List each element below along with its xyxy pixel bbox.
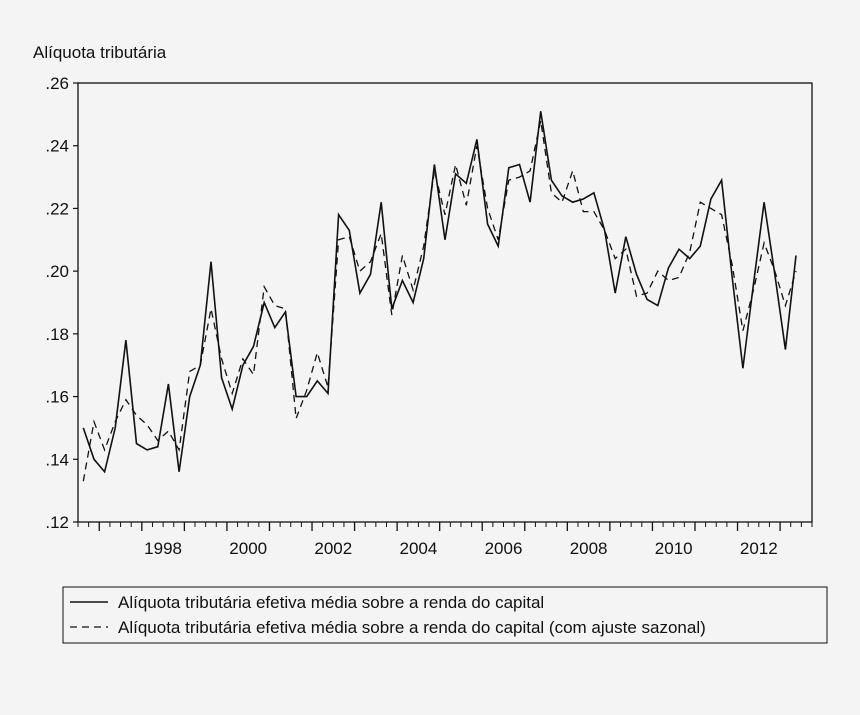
y-tick-label: .24: [45, 137, 69, 156]
x-tick-label: 2012: [740, 539, 778, 558]
x-tick-label: 2002: [314, 539, 352, 558]
plot-frame: [77, 82, 813, 523]
series-line-raw: [82, 111, 797, 474]
x-tick-label: 2006: [485, 539, 523, 558]
y-axis-label: Alíquota tributária: [33, 43, 167, 62]
y-tick-label: .12: [45, 513, 69, 532]
legend-entry-dashed: Alíquota tributária efetiva média sobre …: [118, 618, 706, 637]
y-axis: .12 .14 .16 .18 .20 .22 .24 .26: [45, 74, 78, 532]
y-tick-label: .14: [45, 450, 69, 469]
y-tick-label: .18: [45, 325, 69, 344]
legend: Alíquota tributária efetiva média sobre …: [62, 586, 828, 644]
x-tick-label: 2000: [229, 539, 267, 558]
x-tick-label: 2004: [399, 539, 437, 558]
x-axis: 1998 2000 2002 2004 2006 2008 2010 2012: [77, 522, 813, 558]
y-tick-label: .20: [45, 262, 69, 281]
y-tick-label: .22: [45, 199, 69, 218]
legend-box: [62, 586, 828, 644]
x-tick-label: 2010: [655, 539, 693, 558]
series-lines: [82, 111, 797, 482]
y-tick-label: .26: [45, 74, 69, 93]
series-line-seasonally-adjusted: [82, 120, 797, 482]
legend-entry-solid: Alíquota tributária efetiva média sobre …: [118, 593, 544, 612]
y-tick-label: .16: [45, 388, 69, 407]
x-tick-label: 2008: [570, 539, 608, 558]
x-tick-label: 1998: [144, 539, 182, 558]
